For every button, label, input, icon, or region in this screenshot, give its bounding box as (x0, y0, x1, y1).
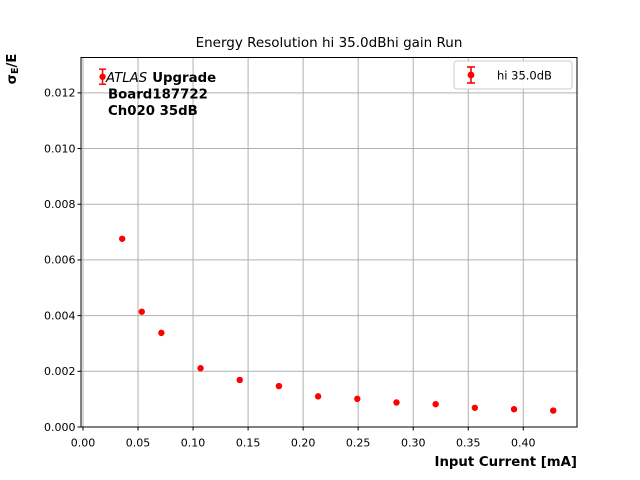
x-tick-label: 0.20 (291, 437, 316, 450)
y-tick-label: 0.000 (44, 421, 76, 434)
x-tick-label: 0.25 (346, 437, 371, 450)
annotation-line3: Ch020 35dB (108, 104, 198, 119)
y-tick-label: 0.004 (44, 309, 76, 322)
x-tick-label: 0.15 (236, 437, 261, 450)
annotation-line1: ATLAS Upgrade (105, 71, 216, 86)
tick-layer: 0.00 0.05 0.10 0.15 0.20 0.25 0.30 0.35 0.40 0.00… (44, 87, 536, 450)
legend-point-icon (467, 71, 475, 79)
x-tick-label: 0.30 (401, 437, 426, 450)
data-point (158, 329, 165, 337)
annotation-upgrade: Upgrade (152, 71, 216, 86)
data-point (118, 235, 126, 242)
x-tick-label: 0.35 (456, 437, 481, 450)
grid-layer (81, 57, 577, 428)
chart-title: Energy Resolution hi 35.0dBhi gain Run (196, 35, 463, 51)
annotation-block: ATLAS Upgrade Board187722 Ch020 35dB (105, 71, 216, 119)
y-axis-label-rest: /E (5, 54, 20, 68)
y-tick-label: 0.008 (44, 198, 76, 211)
y-axis-label-sigma: σ (5, 74, 20, 84)
plot-border (80, 57, 578, 428)
y-tick-label: 0.002 (44, 365, 76, 378)
y-tick-label: 0.012 (44, 87, 76, 100)
data-point (550, 407, 557, 414)
y-axis-label: σE/E (5, 54, 21, 85)
data-point (432, 400, 439, 408)
annotation-atlas: ATLAS (105, 71, 148, 86)
x-tick-label: 0.05 (126, 437, 151, 450)
x-axis-label: Input Current [mA] (435, 455, 578, 470)
data-point (138, 308, 145, 315)
data-point (314, 393, 322, 400)
data-point (393, 399, 400, 406)
legend-box (453, 60, 573, 90)
data-point (354, 395, 361, 403)
legend: hi 35.0dB (453, 60, 573, 90)
y-axis-label-subscript: E (10, 68, 21, 75)
data-point (510, 405, 518, 413)
y-tick-label: 0.006 (44, 254, 76, 267)
data-point (275, 382, 283, 390)
annotation-line2: Board187722 (108, 88, 208, 103)
data-point (99, 73, 106, 80)
legend-errorbar-marker (467, 66, 475, 84)
y-tick-label: 0.010 (44, 142, 76, 155)
data-point (236, 376, 243, 384)
x-tick-label: 0.10 (181, 437, 206, 450)
x-tick-label: 0.00 (71, 437, 96, 450)
data-point (471, 404, 479, 411)
data-point (197, 365, 204, 372)
x-tick-label: 0.40 (511, 437, 536, 450)
data-layer (99, 68, 557, 414)
legend-label: hi 35.0dB (497, 69, 552, 83)
